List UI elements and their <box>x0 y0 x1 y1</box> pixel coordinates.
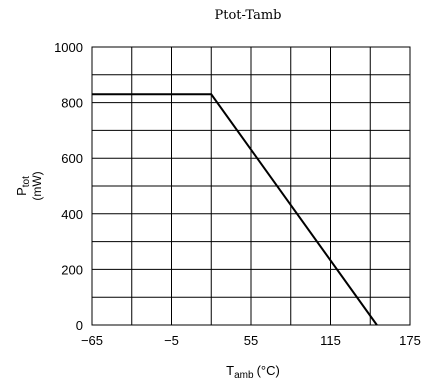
y-axis-label-main: P <box>14 187 29 196</box>
series <box>92 93 378 326</box>
y-tick-label: 600 <box>61 151 83 166</box>
x-tick-label: 175 <box>399 333 421 348</box>
grid <box>91 46 411 326</box>
x-tick-label: 115 <box>320 333 341 348</box>
y-axis-label-unit: (mW) <box>30 171 44 200</box>
y-tick-label: 400 <box>61 207 83 222</box>
chart-title: Ptot-Tamb <box>214 8 281 23</box>
svg-text:Ptot: Ptot <box>14 176 32 196</box>
x-tick-label: 55 <box>244 333 258 348</box>
y-tick-label: 200 <box>61 262 83 277</box>
x-axis-label-main: T <box>226 363 234 378</box>
series-line-0 <box>92 93 378 326</box>
y-tick-label: 1000 <box>54 40 83 55</box>
x-axis-label-sub: amb <box>234 370 254 381</box>
plot-frame <box>91 46 411 326</box>
x-axis-label-unit: (°C) <box>257 363 280 378</box>
x-axis-label: Tamb (°C) <box>226 363 280 381</box>
x-tick-labels: −65 −5 55 115 175 <box>81 333 421 348</box>
x-tick-label: −5 <box>164 333 179 348</box>
y-tick-label: 0 <box>76 318 83 333</box>
y-axis-label-sub: tot <box>21 176 32 187</box>
y-tick-labels: 0 200 400 600 800 1000 <box>54 40 83 333</box>
y-axis-label: Ptot (mW) <box>14 171 44 200</box>
x-tick-label: −65 <box>81 333 103 348</box>
y-tick-label: 800 <box>61 96 83 111</box>
